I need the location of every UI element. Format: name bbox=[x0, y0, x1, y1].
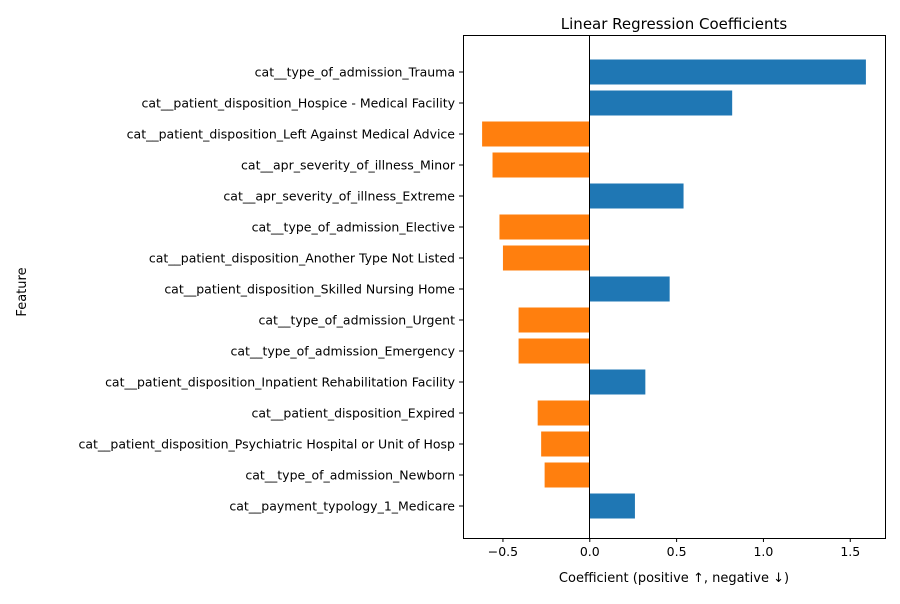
bar bbox=[499, 214, 590, 240]
bar bbox=[482, 121, 590, 147]
y-tick-label: cat__type_of_admission_Elective bbox=[252, 220, 456, 235]
y-axis-label: Feature bbox=[15, 267, 30, 316]
y-tick-label: cat__patient_disposition_Psychiatric Hos… bbox=[78, 437, 455, 452]
y-tick-label: cat__patient_disposition_Inpatient Rehab… bbox=[105, 375, 456, 390]
y-tick-label: cat__apr_severity_of_illness_Extreme bbox=[223, 189, 455, 204]
y-tick-label: cat__patient_disposition_Another Type No… bbox=[149, 251, 455, 266]
bar bbox=[541, 431, 590, 457]
x-tick-label: 1.0 bbox=[753, 544, 773, 559]
x-axis-label: Coefficient (positive ↑, negative ↓) bbox=[559, 571, 789, 586]
bar bbox=[589, 369, 646, 395]
y-tick-label: cat__patient_disposition_Expired bbox=[251, 406, 455, 421]
bar bbox=[589, 493, 635, 519]
bar bbox=[537, 400, 590, 426]
y-tick-label: cat__type_of_admission_Newborn bbox=[245, 468, 455, 483]
y-tick-label: cat__patient_disposition_Hospice - Medic… bbox=[142, 96, 456, 111]
y-tick-label: cat__apr_severity_of_illness_Minor bbox=[241, 158, 456, 173]
bar bbox=[492, 152, 590, 178]
bar bbox=[589, 90, 733, 116]
plot-frame bbox=[463, 35, 886, 539]
bar bbox=[589, 276, 670, 302]
y-tick-label: cat__patient_disposition_Skilled Nursing… bbox=[164, 282, 455, 297]
bar bbox=[502, 245, 590, 271]
bar bbox=[518, 307, 590, 333]
bar bbox=[589, 59, 866, 85]
bars-layer bbox=[482, 59, 866, 519]
x-tick-label: 0.0 bbox=[580, 544, 600, 559]
y-tick-label: cat__patient_disposition_Left Against Me… bbox=[127, 127, 456, 142]
plot-background bbox=[463, 35, 885, 538]
y-tick-label: cat__payment_typology_1_Medicare bbox=[229, 499, 455, 514]
x-tick-label: 0.5 bbox=[667, 544, 687, 559]
chart-title: Linear Regression Coefficients bbox=[561, 15, 788, 33]
bar bbox=[544, 462, 590, 488]
x-tick-label: 1.5 bbox=[840, 544, 860, 559]
x-tick-label: −0.5 bbox=[488, 544, 518, 559]
bar bbox=[518, 338, 590, 364]
y-tick-label: cat__type_of_admission_Emergency bbox=[231, 344, 456, 359]
x-ticks: −0.5 0.0 0.5 1.0 1.5 bbox=[488, 538, 860, 559]
bar bbox=[589, 183, 684, 209]
y-tick-label: cat__type_of_admission_Trauma bbox=[255, 65, 455, 80]
y-tick-labels: cat__type_of_admission_Trauma cat__patien… bbox=[78, 65, 463, 514]
y-tick-label: cat__type_of_admission_Urgent bbox=[259, 313, 456, 328]
